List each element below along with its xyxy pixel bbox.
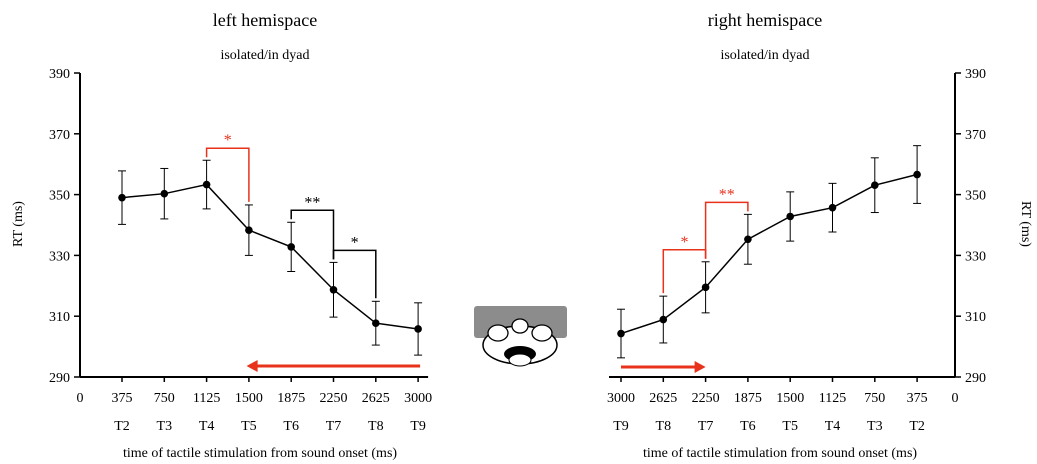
- left-x-sublabel: T4: [199, 419, 215, 434]
- right-y-tick-label: 290: [965, 371, 986, 386]
- right-x-sublabel: T4: [825, 419, 841, 434]
- right-x-axis-label: time of tactile stimulation from sound o…: [643, 446, 917, 461]
- left-x-tick-label: 750: [154, 391, 175, 406]
- right-y-tick-label: 350: [965, 189, 986, 204]
- right-x-tick-label: 3000: [607, 391, 635, 406]
- left-x-sublabel: T7: [326, 419, 342, 434]
- left-panel: left hemispace isolated/in dyad RT (ms) …: [11, 10, 432, 461]
- left-data-point: [245, 226, 253, 234]
- right-x-sublabel: T3: [867, 419, 883, 434]
- left-data-point: [202, 180, 211, 189]
- right-x-tick-label: 375: [907, 391, 928, 406]
- left-data-point: [160, 189, 169, 198]
- right-data-point: [871, 181, 879, 189]
- right-y-tick-label: 390: [965, 67, 986, 82]
- right-y-tick-label: 370: [965, 128, 986, 143]
- right-x-sublabel: T7: [698, 419, 714, 434]
- right-y-tick-label: 330: [965, 249, 986, 264]
- left-x-tick-label: 3000: [404, 391, 432, 406]
- left-y-axis-label: RT (ms): [11, 201, 26, 247]
- left-x-origin-label: 0: [77, 391, 84, 406]
- right-x-sublabel: T9: [613, 419, 629, 434]
- right-significance-bracket: [704, 201, 749, 259]
- left-significance-bracket: [332, 249, 377, 299]
- right-data-point: [617, 329, 625, 338]
- right-x-sublabel: T5: [782, 419, 798, 434]
- right-x-tick-label: 2625: [649, 391, 677, 406]
- left-significance-bracket: [205, 147, 250, 202]
- left-significance-label: *: [224, 132, 232, 149]
- right-significance-label: **: [719, 186, 735, 203]
- left-x-tick-label: 1500: [235, 391, 263, 406]
- right-x-sublabel: T6: [740, 419, 756, 434]
- left-direction-arrowhead: [246, 360, 258, 372]
- right-x-tick-label: 2250: [692, 391, 720, 406]
- right-data-point: [659, 315, 668, 324]
- left-x-sublabel: T3: [157, 419, 173, 434]
- left-chart-title: left hemispace: [213, 10, 317, 30]
- left-y-tick-label: 350: [49, 189, 70, 204]
- right-x-sublabel: T2: [909, 419, 925, 434]
- left-y-tick-label: 310: [49, 310, 70, 325]
- left-y-tick-label: 390: [49, 67, 70, 82]
- left-x-axis-label: time of tactile stimulation from sound o…: [123, 446, 397, 461]
- right-x-origin-label: 0: [952, 391, 959, 406]
- left-y-tick-label: 370: [49, 128, 70, 143]
- right-x-tick-label: 1875: [734, 391, 762, 406]
- left-data-point: [414, 325, 422, 333]
- right-y-axis-label: RT (ms): [1018, 201, 1033, 247]
- left-x-sublabel: T6: [283, 419, 299, 434]
- right-x-tick-label: 1125: [819, 391, 846, 406]
- left-significance-label: *: [351, 234, 359, 251]
- left-y-tick-label: 290: [49, 371, 70, 386]
- left-x-sublabel: T8: [368, 419, 384, 434]
- left-y-tick-label: 330: [49, 249, 70, 264]
- dyad-head-icon: [474, 306, 567, 367]
- left-significance-label: **: [304, 194, 320, 211]
- left-data-point: [118, 193, 126, 202]
- right-significance-label: *: [680, 234, 688, 251]
- left-data-point: [329, 285, 338, 294]
- left-x-tick-label: 1125: [193, 391, 220, 406]
- head-icon-left-hand: [487, 324, 509, 342]
- right-x-tick-label: 750: [864, 391, 885, 406]
- right-data-point: [744, 235, 752, 244]
- left-x-sublabel: T9: [410, 419, 426, 434]
- right-data-point: [786, 212, 794, 221]
- right-chart-title: right hemispace: [708, 10, 822, 30]
- left-x-tick-label: 1875: [277, 391, 305, 406]
- right-chart-subtitle: isolated/in dyad: [720, 48, 809, 63]
- right-x-tick-label: 1500: [776, 391, 804, 406]
- left-x-tick-label: 375: [112, 391, 133, 406]
- right-y-tick-label: 310: [965, 310, 986, 325]
- head-icon-right-hand: [531, 324, 553, 342]
- right-panel: right hemispace isolated/in dyad RT (ms)…: [607, 10, 1033, 461]
- right-data-point: [913, 170, 921, 179]
- left-significance-bracket: [290, 209, 335, 260]
- right-significance-bracket: [662, 249, 707, 294]
- left-x-tick-label: 2250: [320, 391, 348, 406]
- left-x-sublabel: T5: [241, 419, 257, 434]
- head-icon-face: [508, 353, 532, 367]
- left-x-sublabel: T2: [114, 419, 130, 434]
- right-series-line: [620, 173, 918, 335]
- left-chart-subtitle: isolated/in dyad: [220, 48, 309, 63]
- right-data-point: [828, 203, 837, 212]
- left-series-line: [121, 183, 419, 330]
- left-data-point: [287, 243, 296, 251]
- left-x-tick-label: 2625: [362, 391, 390, 406]
- left-data-point: [372, 319, 380, 327]
- right-direction-arrowhead: [694, 361, 706, 373]
- right-data-point: [701, 283, 710, 292]
- head-icon-nose: [511, 318, 529, 334]
- right-x-sublabel: T8: [656, 419, 672, 434]
